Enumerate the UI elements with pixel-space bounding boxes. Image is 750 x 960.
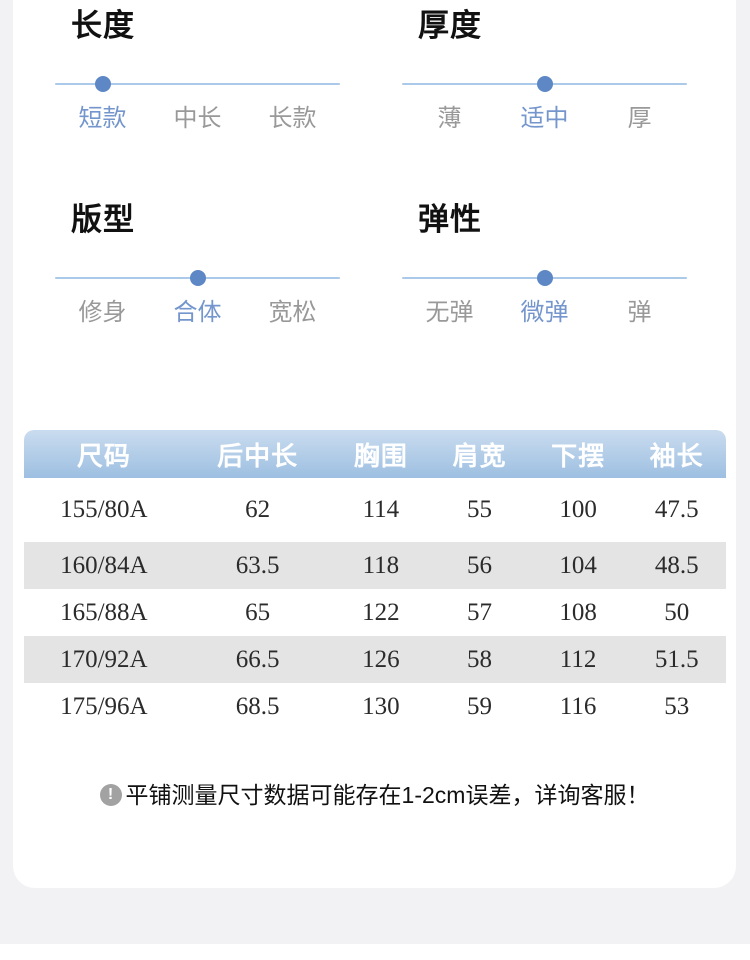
value-cell: 126 [331, 636, 431, 683]
col-header-shoulder: 肩宽 [430, 430, 529, 478]
option-label: 中长 [173, 105, 222, 132]
value-cell: 112 [528, 636, 628, 683]
value-cell: 108 [559, 598, 597, 626]
attribute-block-fit: 版型 修身 合体 宽松 [55, 194, 340, 328]
value-cell: 57 [466, 598, 492, 626]
option-label: 弹 [627, 299, 652, 326]
value-cell: 116 [559, 692, 597, 720]
size-table-container: 尺码 后中长 胸围 肩宽 下摆 袖长 155/80A 62 114 55 100… [24, 430, 726, 730]
elasticity-options: 无弹 微弹 弹 [402, 298, 687, 328]
slider-dot-icon [536, 76, 553, 92]
value-cell: 53 [664, 692, 690, 720]
exclamation-circle-icon: ! [99, 784, 122, 806]
fit-slider [55, 270, 340, 286]
value-cell: 130 [362, 692, 400, 720]
table-row: 170/92A 66.5 126 58 112 51.5 [24, 636, 726, 683]
slider-track [55, 83, 340, 85]
col-header-back-length: 后中长 [183, 430, 332, 478]
value-cell: 48.5 [627, 542, 726, 589]
size-table-body: 155/80A 62 114 55 100 47.5 160/84A 63.5 … [24, 478, 726, 730]
size-cell: 155/80A [60, 496, 148, 523]
value-cell: 118 [331, 542, 431, 589]
elasticity-slider [402, 270, 687, 286]
attribute-title-thickness: 厚度 [418, 8, 482, 43]
value-cell: 58 [430, 636, 529, 683]
value-cell: 100 [559, 496, 597, 523]
option-label: 短款 [78, 105, 127, 132]
size-cell: 175/96A [60, 692, 148, 720]
thickness-options: 薄 适中 厚 [402, 104, 687, 134]
size-cell: 170/92A [24, 636, 184, 683]
table-row: 155/80A 62 114 55 100 47.5 [24, 478, 726, 542]
thickness-slider [402, 76, 687, 92]
option-label: 无弹 [425, 299, 474, 326]
fit-options: 修身 合体 宽松 [55, 298, 340, 328]
value-cell: 66.5 [183, 636, 332, 683]
col-header-size: 尺码 [24, 430, 184, 478]
attribute-block-thickness: 厚度 薄 适中 厚 [402, 0, 687, 134]
measurement-note-text: 平铺测量尺寸数据可能存在1-2cm误差，详询客服！ [125, 782, 650, 808]
attribute-title-elasticity: 弹性 [418, 202, 482, 237]
attribute-panel: 长度 短款 中长 长款 厚度 薄 适中 厚 版型 [55, 0, 703, 328]
size-cell: 160/84A [24, 542, 184, 589]
measurement-note: ! 平铺测量尺寸数据可能存在1-2cm误差，详询客服！ [13, 780, 736, 810]
col-header-bust: 胸围 [331, 430, 431, 478]
attribute-title-length: 长度 [71, 8, 135, 43]
option-label: 修身 [78, 299, 127, 326]
value-cell: 68.5 [235, 692, 280, 720]
option-label: 厚 [627, 105, 652, 132]
col-header-hem: 下摆 [528, 430, 628, 478]
col-header-sleeve: 袖长 [627, 430, 726, 478]
value-cell: 63.5 [183, 542, 332, 589]
attribute-title-fit: 版型 [71, 202, 135, 237]
slider-dot-icon [189, 270, 206, 286]
next-section-divider [0, 944, 750, 960]
length-options: 短款 中长 长款 [55, 104, 340, 134]
attribute-block-length: 长度 短款 中长 长款 [55, 0, 340, 134]
value-cell: 65 [245, 598, 271, 626]
slider-dot-icon [536, 270, 553, 286]
value-cell: 55 [466, 496, 492, 523]
value-cell: 59 [466, 692, 492, 720]
table-row: 175/96A 68.5 130 59 116 53 [24, 683, 726, 730]
option-label: 适中 [520, 105, 569, 132]
header-row: 尺码 后中长 胸围 肩宽 下摆 袖长 [24, 430, 726, 478]
value-cell: 114 [362, 496, 400, 523]
value-cell: 104 [528, 542, 628, 589]
size-cell: 165/88A [60, 598, 148, 626]
table-row: 165/88A 65 122 57 108 50 [24, 589, 726, 636]
option-label: 合体 [173, 299, 222, 326]
value-cell: 62 [245, 496, 271, 523]
length-slider [55, 76, 340, 92]
value-cell: 50 [664, 598, 690, 626]
value-cell: 51.5 [627, 636, 726, 683]
option-label: 微弹 [520, 299, 569, 326]
option-label: 薄 [437, 105, 462, 132]
attribute-block-elasticity: 弹性 无弹 微弹 弹 [402, 194, 687, 328]
slider-dot-icon [94, 76, 111, 92]
product-attributes-card: 长度 短款 中长 长款 厚度 薄 适中 厚 版型 [13, 0, 736, 888]
size-table: 尺码 后中长 胸围 肩宽 下摆 袖长 155/80A 62 114 55 100… [24, 430, 726, 730]
option-label: 宽松 [268, 299, 317, 326]
size-table-header: 尺码 后中长 胸围 肩宽 下摆 袖长 [24, 430, 726, 478]
table-row: 160/84A 63.5 118 56 104 48.5 [24, 542, 726, 589]
value-cell: 122 [362, 598, 400, 626]
option-label: 长款 [268, 105, 317, 132]
value-cell: 47.5 [654, 496, 699, 523]
value-cell: 56 [430, 542, 529, 589]
